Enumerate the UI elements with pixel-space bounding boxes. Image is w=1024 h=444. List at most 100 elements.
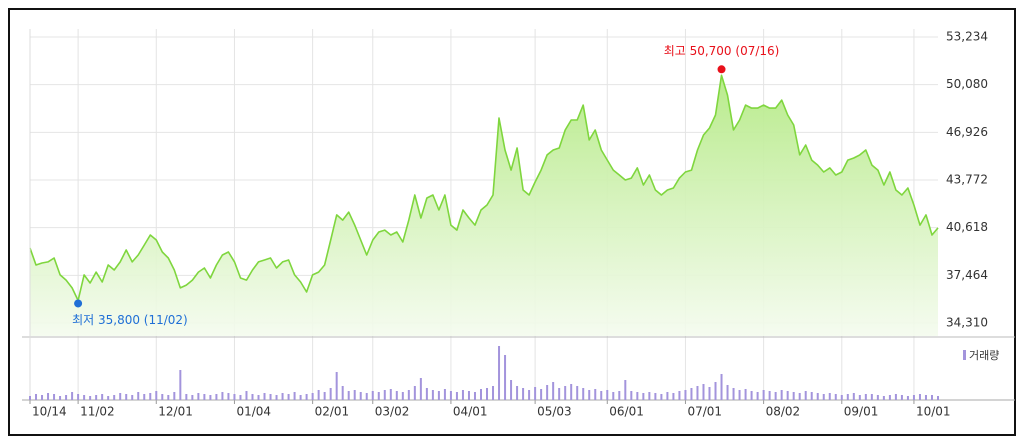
volume-bar: [600, 391, 603, 400]
volume-bar: [149, 393, 152, 400]
volume-bar: [461, 390, 464, 400]
x-tick-label: 10/14: [32, 405, 67, 419]
x-tick-label: 01/04: [236, 405, 271, 419]
price-area: [30, 75, 938, 337]
volume-bar: [101, 394, 104, 400]
volume-bar: [95, 395, 98, 400]
volume-bar: [786, 391, 789, 400]
volume-bar: [443, 389, 446, 400]
volume-bar: [888, 395, 891, 400]
volume-bar: [203, 394, 206, 400]
volume-bar: [413, 386, 416, 400]
volume-bar: [648, 392, 651, 400]
volume-bar: [546, 385, 549, 400]
volume-bar: [834, 394, 837, 400]
volume-bar: [522, 388, 525, 400]
volume-bar: [492, 386, 495, 400]
min-marker: [74, 299, 83, 308]
volume-bar: [437, 391, 440, 400]
volume-bar: [516, 386, 519, 400]
volume-bar: [744, 389, 747, 400]
volume-bar: [155, 391, 158, 400]
max-marker: [717, 65, 726, 74]
volume-bar: [738, 390, 741, 400]
volume-bar: [371, 391, 374, 400]
volume-bar: [269, 394, 272, 400]
volume-bar: [570, 384, 573, 400]
volume-bar: [467, 391, 470, 400]
volume-bar: [582, 388, 585, 400]
volume-bar: [726, 385, 729, 400]
volume-bar: [606, 390, 609, 400]
volume-bar: [107, 396, 110, 400]
volume-bar: [185, 394, 188, 400]
volume-bar: [720, 374, 723, 400]
volume-bar: [510, 380, 513, 400]
volume-bar: [53, 394, 56, 400]
volume-bar: [353, 390, 356, 400]
volume-bar: [479, 389, 482, 400]
volume-bar: [275, 395, 278, 400]
volume-bar: [678, 391, 681, 400]
y-tick-label: 40,618: [946, 220, 988, 234]
volume-bar: [347, 391, 350, 400]
volume-bar: [684, 390, 687, 400]
volume-bar: [227, 393, 230, 400]
volume-bar: [131, 395, 134, 400]
volume-bar: [804, 391, 807, 400]
volume-bar: [323, 392, 326, 400]
volume-bar: [666, 392, 669, 400]
volume-bar: [305, 394, 308, 400]
volume-bar: [852, 393, 855, 400]
volume-bar: [714, 382, 717, 400]
legend-label: 거래량: [969, 349, 999, 362]
y-tick-label: 37,464: [946, 268, 988, 282]
volume-bar: [35, 394, 38, 400]
x-tick-label: 04/01: [453, 405, 488, 419]
volume-bar: [504, 355, 507, 400]
volume-bar: [143, 394, 146, 400]
volume-bar: [930, 395, 933, 400]
volume-bar: [263, 393, 266, 400]
volume-bar: [293, 392, 296, 400]
volume-bar: [756, 392, 759, 400]
volume-bar: [528, 390, 531, 400]
volume-bar: [425, 388, 428, 400]
volume-bar: [937, 396, 939, 400]
volume-bar: [65, 395, 68, 400]
volume-bar: [552, 382, 555, 400]
x-tick-label: 06/01: [609, 405, 644, 419]
volume-bar: [708, 387, 711, 400]
volume-bar: [215, 394, 218, 400]
volume-bar: [840, 395, 843, 400]
volume-bar: [401, 392, 404, 400]
volume-bar: [473, 392, 476, 400]
x-tick-label: 12/01: [158, 405, 193, 419]
volume-bar: [810, 392, 813, 400]
volume-bar: [317, 390, 320, 400]
volume-bar: [233, 394, 236, 400]
volume-bar: [221, 392, 224, 400]
x-tick-label: 07/01: [687, 405, 722, 419]
volume-bar: [161, 394, 164, 400]
volume-bar: [534, 387, 537, 400]
volume-bar: [29, 396, 31, 400]
volume-bar: [257, 395, 260, 400]
volume-bar: [858, 395, 861, 400]
volume-bar: [47, 393, 50, 400]
volume-bar: [167, 395, 170, 400]
volume-bar: [335, 372, 338, 400]
volume-bar: [173, 392, 176, 400]
x-tick-label: 08/02: [766, 405, 801, 419]
volume-bar: [365, 393, 368, 400]
max-label: 최고 50,700 (07/16): [664, 44, 780, 58]
volume-bar: [311, 393, 314, 400]
volume-bar: [876, 395, 879, 400]
volume-bar: [630, 391, 633, 400]
volume-bar: [41, 395, 44, 400]
volume-bar: [750, 391, 753, 400]
volume-bar: [768, 391, 771, 400]
volume-bar: [125, 394, 128, 400]
y-tick-label: 34,310: [946, 316, 988, 330]
